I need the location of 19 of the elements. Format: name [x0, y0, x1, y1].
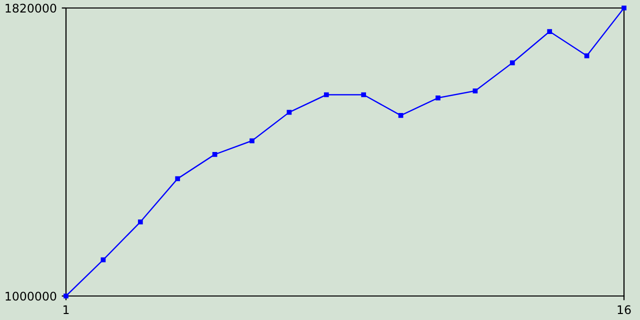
point: [100, 257, 106, 262]
point: [286, 110, 292, 115]
point: [324, 92, 329, 98]
point: [361, 92, 366, 98]
point: [584, 53, 590, 58]
point: [398, 113, 404, 118]
point: [436, 95, 440, 100]
point: [622, 6, 626, 10]
point: [212, 152, 218, 157]
point: [547, 29, 552, 34]
point: [472, 88, 478, 94]
point: [510, 60, 515, 66]
point: [138, 219, 143, 224]
point: [250, 138, 254, 144]
x-tick-label: 16: [618, 305, 631, 314]
y-tick-label: 1820000: [6, 4, 56, 13]
y-tick-label: 1000000: [6, 292, 56, 301]
x-tick-label: 1: [64, 305, 69, 314]
point: [175, 176, 180, 182]
